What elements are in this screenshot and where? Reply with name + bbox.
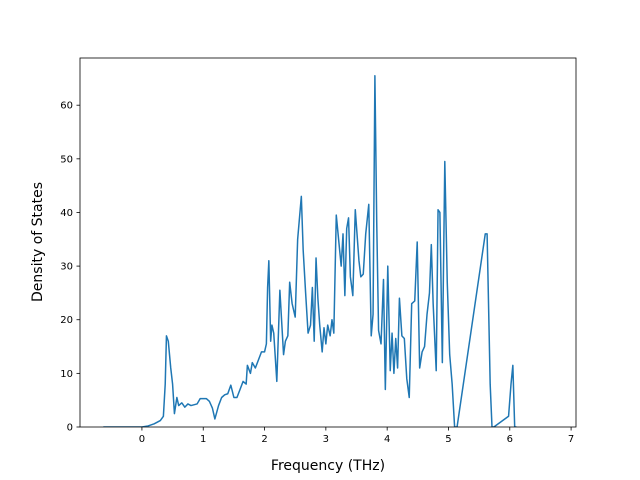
x-tick-label: 3 <box>323 434 329 445</box>
y-tick-label: 40 <box>60 208 73 219</box>
y-tick-label: 10 <box>60 369 73 380</box>
x-tick-label: 4 <box>384 434 390 445</box>
y-axis-label: Density of States <box>30 182 46 302</box>
x-axis-label: Frequency (THz) <box>271 458 385 474</box>
y-tick-label: 50 <box>60 154 73 165</box>
x-tick-label: 2 <box>261 434 267 445</box>
x-tick-label: 1 <box>200 434 206 445</box>
y-tick-label: 20 <box>60 315 73 326</box>
data-line <box>103 74 517 427</box>
y-tick-label: 30 <box>60 262 73 273</box>
axes-frame <box>79 57 577 428</box>
x-tick-label: 7 <box>568 434 574 445</box>
x-tick-label: 5 <box>445 434 451 445</box>
y-tick-label: 60 <box>60 101 73 112</box>
y-tick-label: 0 <box>67 423 73 434</box>
x-tick-label: 0 <box>139 434 145 445</box>
x-tick-label: 6 <box>507 434 513 445</box>
